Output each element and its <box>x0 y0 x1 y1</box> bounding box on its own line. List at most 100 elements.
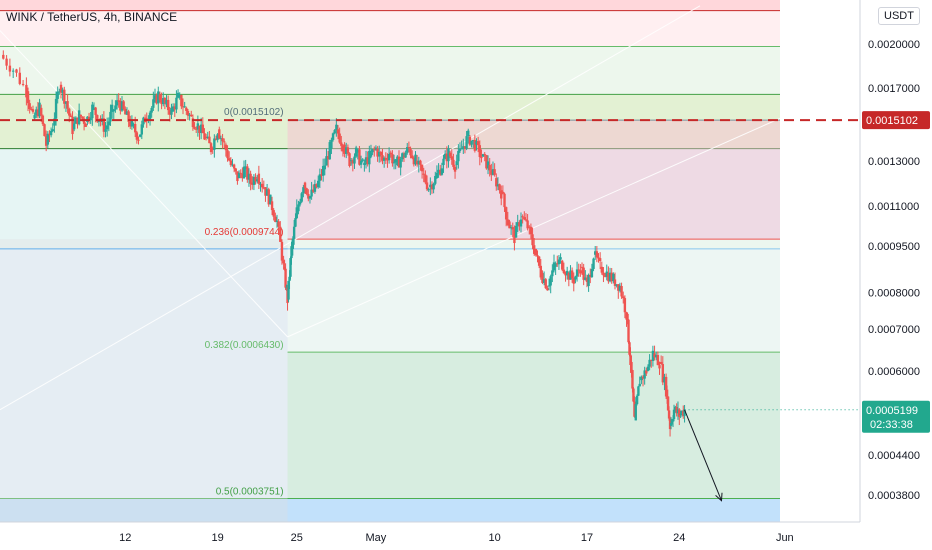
candle-body <box>671 419 675 422</box>
candle-body <box>68 108 71 116</box>
candle-body <box>305 188 308 194</box>
candle-body <box>590 268 594 278</box>
candle-body <box>35 109 38 116</box>
y-tick-label: 0.0009500 <box>868 241 920 253</box>
candle-body <box>585 277 589 282</box>
candle-body <box>392 162 396 164</box>
candle-body <box>31 109 35 112</box>
candle-body <box>227 158 231 161</box>
candle-body <box>620 286 623 297</box>
candle-body <box>307 193 310 199</box>
candle-body <box>64 101 68 104</box>
candle-body <box>592 258 595 269</box>
candle-body <box>196 123 200 130</box>
candle-body <box>493 169 496 175</box>
candle-body <box>467 130 470 137</box>
candle-body <box>168 110 172 115</box>
candle-body <box>89 118 92 121</box>
candle-body <box>559 257 562 260</box>
candle-body <box>409 148 412 156</box>
candle-body <box>199 124 203 133</box>
candle-body <box>443 153 447 159</box>
candle-body <box>335 124 338 131</box>
candle-body <box>320 174 323 176</box>
countdown-label: 02:33:38 <box>870 419 913 431</box>
candle-body <box>508 221 511 229</box>
y-tick-label: 0.0003800 <box>868 490 920 502</box>
currency-button[interactable]: USDT <box>878 7 920 25</box>
candle-body <box>290 246 293 259</box>
candle-body <box>580 266 584 268</box>
candle-body <box>97 121 101 123</box>
candle-body <box>264 187 267 196</box>
candle-body <box>626 313 629 320</box>
candle-body <box>76 117 79 125</box>
candle-body <box>612 273 615 282</box>
candle-body <box>246 166 249 180</box>
candle-body <box>351 160 355 164</box>
candle-body <box>425 182 429 190</box>
candle-body <box>49 131 53 136</box>
candle-body <box>432 183 435 190</box>
candle-body <box>429 184 432 188</box>
candle-body <box>447 148 450 162</box>
candle-body <box>562 269 566 274</box>
x-tick-label: 10 <box>489 532 501 544</box>
candle-body <box>511 227 514 230</box>
x-tick-label: May <box>366 532 387 544</box>
candle-body <box>254 176 257 182</box>
x-tick-label: 19 <box>212 532 224 544</box>
candle-body <box>415 160 419 165</box>
candle-body <box>249 173 252 184</box>
candle-body <box>236 171 239 182</box>
candle-body <box>117 100 120 102</box>
candle-body <box>485 155 488 169</box>
candle-body <box>424 174 427 183</box>
candle-body <box>84 123 87 127</box>
candle-body <box>450 156 453 160</box>
candle-body <box>127 111 130 122</box>
candle-body <box>521 216 524 218</box>
price-marker-badge <box>862 111 930 130</box>
candle-body <box>38 102 41 117</box>
candle-body <box>331 133 335 140</box>
candle-body <box>2 54 5 59</box>
y-tick-label: 0.0017000 <box>868 83 920 95</box>
candle-body <box>678 409 681 417</box>
candle-body <box>51 129 54 132</box>
candle-body <box>138 134 142 137</box>
candle-body <box>618 285 622 291</box>
candle-body <box>584 277 587 280</box>
candle-body <box>137 139 140 141</box>
candle-body <box>401 153 404 160</box>
candle-body <box>417 160 420 165</box>
candle-body <box>170 108 173 115</box>
candle-body <box>646 366 650 371</box>
candle-body <box>526 220 529 229</box>
candle-body <box>30 109 33 111</box>
candle-body <box>193 127 196 129</box>
candle-body <box>631 370 634 389</box>
candle-body <box>122 101 125 109</box>
candle-body <box>382 157 386 161</box>
candle-body <box>442 158 445 166</box>
candle-body <box>257 173 261 184</box>
candle-body <box>457 150 460 162</box>
retracement-zone <box>287 352 780 499</box>
candle-body <box>158 94 162 100</box>
candle-body <box>77 110 81 125</box>
candle-body <box>325 156 328 166</box>
candle-body <box>569 270 572 280</box>
candle-body <box>160 99 163 105</box>
candle-body <box>15 69 18 73</box>
candle-body <box>640 376 643 381</box>
candle-body <box>229 160 233 166</box>
candle-body <box>567 273 571 280</box>
candle-body <box>284 268 287 288</box>
y-tick-label: 0.0020000 <box>868 39 920 51</box>
candle-body <box>587 274 590 287</box>
candle-body <box>341 145 345 152</box>
candle-body <box>330 139 333 149</box>
candle-body <box>269 194 272 205</box>
